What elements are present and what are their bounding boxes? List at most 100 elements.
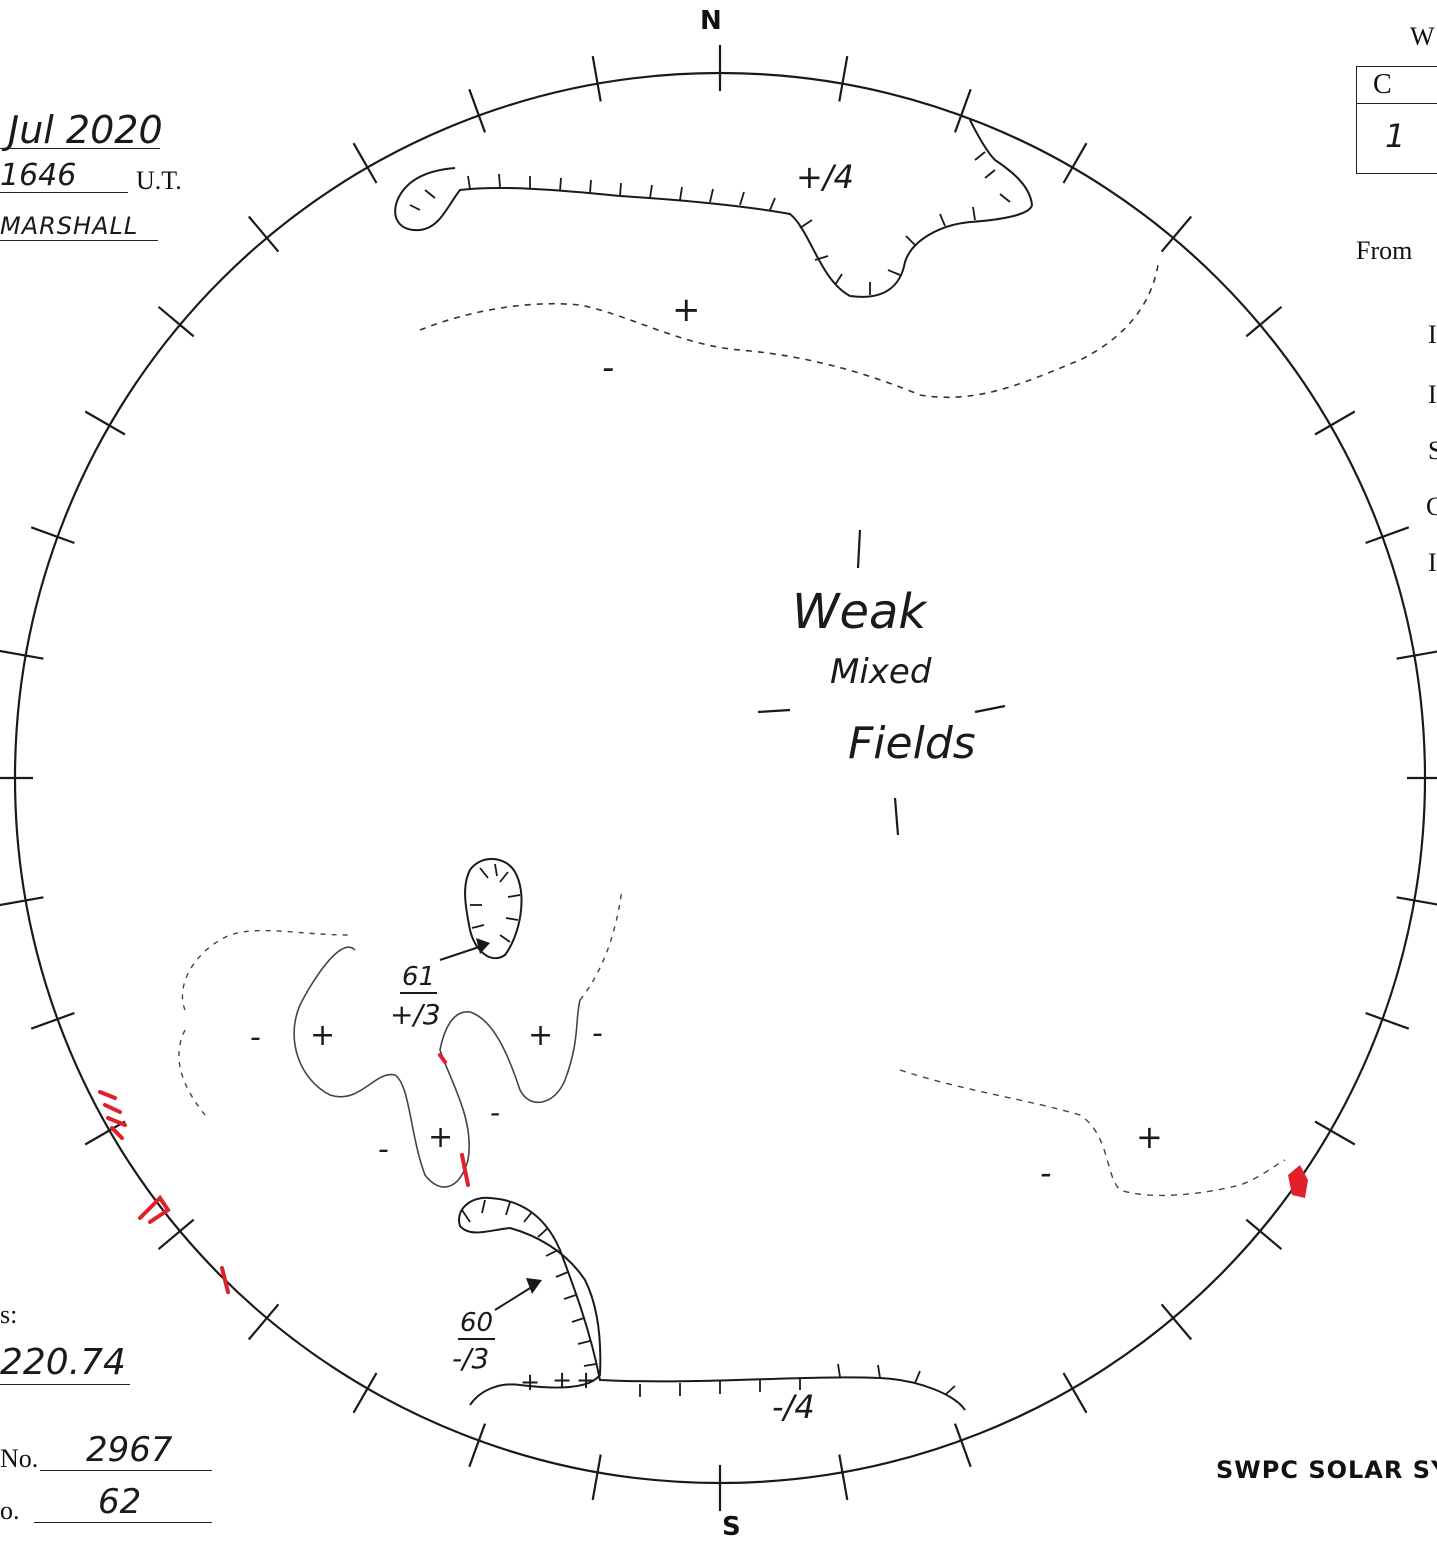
region-dashed-left — [181, 929, 351, 1011]
compass-south-label: S — [722, 1512, 741, 1542]
limb-tick — [468, 1423, 487, 1468]
northern-neutral-line — [419, 264, 1159, 399]
red-limb-mark — [1288, 1165, 1308, 1198]
minus-sign-left-2: - — [378, 1132, 389, 1167]
region-60-arrowhead — [526, 1278, 542, 1294]
region-61-number: 61 — [400, 962, 438, 994]
limb-tick — [84, 410, 126, 436]
region-60-field: -/3 — [452, 1342, 490, 1375]
table-cell-value: 1 — [1385, 117, 1406, 155]
summary-table: C 1 — [1356, 66, 1437, 174]
region-60-pointer — [494, 1284, 536, 1311]
footer-title: SWPC SOLAR SY — [1216, 1456, 1437, 1484]
southern-neutral-line — [899, 1069, 1286, 1197]
plus-sign-north: + — [672, 290, 701, 330]
limb-tick — [1245, 305, 1283, 338]
observer-underline — [0, 240, 158, 241]
limb-tick — [1245, 1218, 1283, 1251]
region-neutral-left — [293, 946, 581, 1188]
table-prefix-label: W — [1410, 22, 1435, 51]
region-61-arrowhead — [476, 938, 490, 954]
plus-row-south: + — [520, 1368, 541, 1396]
limb-tick — [1396, 650, 1437, 660]
region-dashed-mid — [579, 889, 623, 1001]
observer-value: MARSHALL — [0, 212, 139, 240]
center-crosshair — [757, 529, 1006, 836]
region-60-number: 60 — [458, 1308, 496, 1340]
north-polar-boundary — [394, 119, 1034, 298]
right-letter-5: I — [1428, 548, 1437, 577]
from-label: From — [1356, 236, 1413, 265]
minus-sign-mid: - — [592, 1016, 603, 1051]
limb-tick — [953, 88, 972, 133]
limb-tick — [30, 1011, 75, 1030]
right-letter-2: I — [1428, 380, 1437, 409]
right-letter-3: S — [1428, 436, 1437, 465]
region-61-spot — [464, 858, 523, 960]
limb-tick — [591, 1454, 602, 1501]
north-boundary-hatches — [409, 151, 1011, 295]
plus-sign-left-1: + — [310, 1018, 336, 1053]
limb-tick — [157, 305, 195, 338]
carrington-underline — [0, 1384, 130, 1385]
center-label-fields: Fields — [848, 718, 976, 769]
limb-tick — [247, 1303, 280, 1341]
red-marks — [98, 1053, 470, 1294]
date-value: Jul 2020 — [8, 108, 163, 152]
south-polarity-label: -/4 — [772, 1388, 815, 1426]
limb-tick — [352, 142, 378, 184]
limb-tick — [1396, 896, 1437, 906]
limb-tick — [468, 88, 487, 133]
region-61-field: +/3 — [390, 998, 441, 1031]
compass-north-label: N — [700, 6, 722, 36]
limb-tick — [1314, 1120, 1356, 1146]
center-label-mixed: Mixed — [830, 652, 932, 692]
limb-tick — [352, 1372, 378, 1414]
limb-tick — [84, 1120, 126, 1146]
limb-tick — [591, 55, 602, 102]
limb-tick — [1160, 1303, 1193, 1341]
time-unit-label: U.T. — [136, 166, 182, 195]
solar-disk-limb — [13, 71, 1427, 1485]
limb-tick — [1160, 215, 1193, 253]
region-dashed-leftlower — [178, 1029, 206, 1116]
rotation-label: No. — [0, 1444, 39, 1473]
carrington-label: s: — [0, 1300, 18, 1329]
limb-tick — [838, 55, 849, 102]
carrington-value: 220.74 — [0, 1342, 126, 1383]
limb-tick — [953, 1423, 972, 1468]
plus-sign-mid: + — [528, 1018, 554, 1053]
limb-tick — [838, 1454, 849, 1501]
time-value: 1646 — [0, 158, 77, 193]
minus-sign-southeast: - — [1040, 1154, 1052, 1192]
right-letter-1: I — [1428, 320, 1437, 349]
time-underline — [0, 192, 128, 193]
limb-tick — [1062, 1372, 1088, 1414]
plus-row-south-2: + — [552, 1366, 573, 1394]
limb-tick — [0, 649, 44, 660]
region-61-hatches — [470, 863, 521, 943]
table-col-header: C — [1373, 69, 1392, 100]
plus-sign-left-2: + — [428, 1120, 454, 1155]
north-polarity-label: +/4 — [796, 158, 854, 196]
south-boundary-hatches — [461, 1199, 956, 1397]
limb-tick — [1365, 1011, 1410, 1030]
number-value: 62 — [98, 1482, 142, 1522]
limb-tick — [1365, 526, 1410, 545]
limb-tick — [30, 526, 75, 545]
plus-sign-southeast: + — [1136, 1118, 1163, 1156]
limb-ticks — [0, 45, 1437, 1511]
minus-sign-center: - — [490, 1096, 501, 1129]
limb-tick — [1062, 142, 1088, 184]
number-label: o. — [0, 1496, 20, 1525]
south-polar-boundary — [458, 1196, 966, 1411]
minus-sign-left-1: - — [250, 1020, 261, 1055]
limb-tick — [157, 1218, 195, 1251]
region-61-pointer — [439, 944, 486, 961]
limb-tick — [247, 215, 280, 253]
date-underline — [0, 148, 160, 149]
right-letter-4: C — [1426, 492, 1437, 521]
center-label-weak: Weak — [792, 584, 927, 640]
limb-tick — [1314, 410, 1356, 436]
